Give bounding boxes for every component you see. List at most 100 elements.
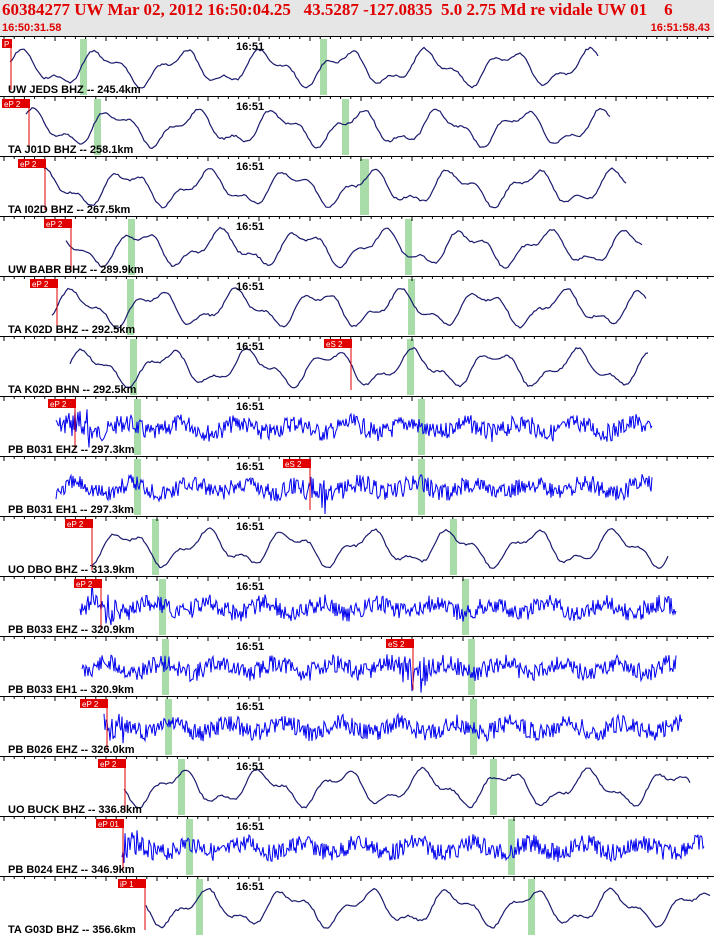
minute-label: 16:51: [236, 821, 264, 833]
pick-flag: [2, 99, 30, 108]
minute-label: 16:51: [236, 341, 264, 353]
pick-label: eP 2: [32, 280, 49, 289]
pick-flag: [324, 339, 352, 348]
minute-label: 16:51: [236, 881, 264, 893]
phase-marker: [490, 759, 497, 815]
channel-label: UW BABR BHZ -- 289.9km: [8, 264, 144, 276]
pick-flag: [283, 459, 311, 468]
phase-marker: [362, 159, 369, 215]
minute-label: 16:51: [236, 221, 264, 233]
phase-marker: [450, 519, 457, 575]
phase-marker: [408, 279, 415, 335]
waveform: [25, 107, 611, 150]
pick-flag: [118, 879, 146, 888]
seismogram-panel[interactable]: P 16:51 UW JEDS BHZ -- 245.4km eP 2 16:51 TA …: [0, 36, 714, 938]
phase-marker: [405, 219, 412, 275]
waveform: [51, 287, 647, 329]
waveform: [55, 473, 653, 515]
pick-label: eS 2: [326, 340, 343, 349]
phase-marker: [418, 459, 425, 515]
channel-label: PB B031 EH1 -- 297.3km: [8, 504, 134, 516]
header-bar: 60384277 UW Mar 02, 2012 16:50:04.25 43.…: [0, 0, 714, 36]
pick-label: eS 2: [388, 640, 405, 649]
waveform: [9, 46, 599, 89]
pick-flag: [386, 639, 414, 648]
pick-label: eP 2: [4, 100, 21, 109]
pick-flag: [18, 159, 46, 168]
pick-label: eP 2: [46, 220, 63, 229]
phase-marker: [94, 99, 101, 155]
start-time: 16:50:31.58: [2, 22, 62, 34]
minute-label: 16:51: [236, 161, 264, 173]
channel-label: UW JEDS BHZ -- 245.4km: [8, 84, 141, 96]
waveform: [65, 226, 643, 269]
phase-marker: [320, 39, 327, 95]
channel-label: UO DBO BHZ -- 313.9km: [8, 564, 135, 576]
pick-label: eP 2: [82, 700, 99, 709]
pick-flag: [2, 39, 12, 48]
minute-label: 16:51: [236, 641, 264, 653]
channel-label: PB B026 EHZ -- 326.0km: [8, 744, 135, 756]
minute-label: 16:51: [236, 581, 264, 593]
phase-marker: [178, 759, 185, 815]
waveform: [79, 581, 677, 626]
pick-flag: [98, 759, 126, 768]
pick-flag: [80, 699, 108, 708]
end-time: 16:51:58.43: [650, 22, 710, 34]
minute-label: 16:51: [236, 281, 264, 293]
phase-marker: [407, 339, 414, 395]
pick-flag: [74, 579, 102, 588]
pick-label: eP 2: [100, 760, 117, 769]
waveform: [69, 346, 649, 389]
pick-label: eP 2: [50, 400, 67, 409]
phase-marker: [127, 279, 134, 335]
phase-marker: [128, 219, 135, 275]
pick-label: eP 2: [67, 520, 84, 529]
minute-label: 16:51: [236, 701, 264, 713]
pick-flag: [44, 219, 72, 228]
pick-flag: [30, 279, 58, 288]
phase-marker: [80, 39, 87, 95]
waveform: [121, 830, 705, 863]
phase-marker: [152, 519, 159, 575]
pick-label: eP 01: [98, 820, 119, 829]
channel-label: TA G03D BHZ -- 356.6km: [8, 924, 136, 936]
channel-label: TA K02D BHN -- 292.5km: [8, 384, 137, 396]
phase-marker: [342, 99, 349, 155]
channel-label: PB B024 EHZ -- 346.9km: [8, 864, 135, 876]
phase-marker: [196, 879, 203, 935]
waveform: [43, 167, 627, 209]
pick-label: P: [4, 40, 9, 49]
phase-marker: [462, 579, 469, 635]
phase-marker: [468, 639, 475, 695]
channel-label: PB B031 EHZ -- 297.3km: [8, 444, 135, 456]
minute-label: 16:51: [236, 761, 264, 773]
waveform: [81, 653, 677, 693]
waveform: [103, 712, 683, 744]
pick-flag: [48, 399, 76, 408]
phase-marker: [134, 459, 141, 515]
minute-label: 16:51: [236, 401, 264, 413]
channel-label: TA K02D BHZ -- 292.5km: [8, 324, 135, 336]
channel-label: TA I02D BHZ -- 267.5km: [8, 204, 130, 216]
waveform: [89, 527, 669, 569]
event-title: 60384277 UW Mar 02, 2012 16:50:04.25 43.…: [2, 0, 673, 19]
phase-marker: [130, 339, 137, 395]
minute-label: 16:51: [236, 41, 264, 53]
phase-marker: [528, 879, 535, 935]
channel-label: TA J01D BHZ -- 258.1km: [8, 144, 134, 156]
phase-marker: [165, 699, 172, 755]
pick-label: eP 2: [76, 580, 93, 589]
waveform: [145, 887, 711, 929]
waveform: [55, 409, 653, 448]
channel-label: UO BUCK BHZ -- 336.8km: [8, 804, 142, 816]
pick-label: iP 1: [120, 880, 134, 889]
seismogram-traces: P 16:51 UW JEDS BHZ -- 245.4km eP 2 16:51 TA …: [0, 36, 714, 936]
minute-label: 16:51: [236, 461, 264, 473]
phase-marker: [418, 399, 425, 455]
channel-label: PB B033 EH1 -- 320.9km: [8, 684, 134, 696]
pick-flag: [65, 519, 93, 528]
waveform: [123, 766, 691, 809]
minute-label: 16:51: [236, 521, 264, 533]
pick-label: eP 2: [20, 160, 37, 169]
